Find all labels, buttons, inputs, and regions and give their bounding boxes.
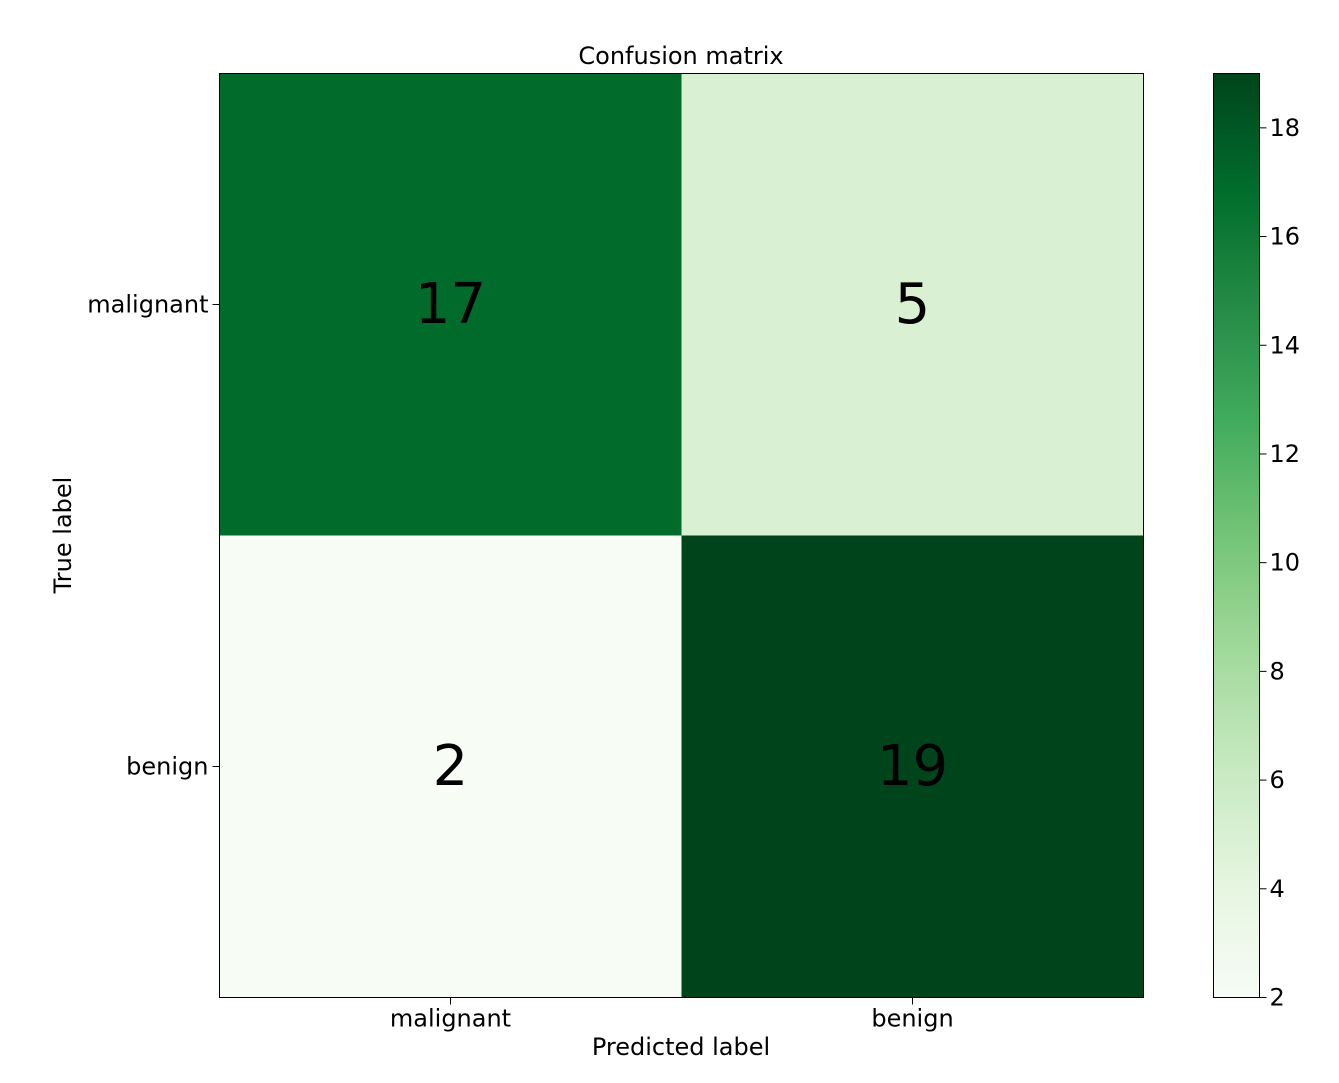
heatmap-cell <box>219 535 682 998</box>
cell-value-label: 5 <box>895 272 931 337</box>
y-axis-ticks: malignant benign <box>87 291 220 781</box>
heatmap-cell <box>219 73 682 536</box>
colorbar-tick-label: 6 <box>1270 766 1285 794</box>
colorbar-tick-label: 8 <box>1270 657 1285 685</box>
colorbar-tick-label: 16 <box>1270 223 1301 251</box>
colorbar-tick-label: 2 <box>1270 984 1285 1012</box>
y-tick-label: malignant <box>87 291 208 319</box>
colorbar <box>1213 73 1260 998</box>
chart-title: Confusion matrix <box>578 42 783 70</box>
colorbar-tick-label: 12 <box>1270 440 1301 468</box>
plot-frame <box>219 73 1144 998</box>
x-axis-ticks: malignant benign <box>390 997 954 1033</box>
colorbar-tick-label: 14 <box>1270 331 1301 359</box>
y-axis-label: True label <box>49 477 77 595</box>
colorbar-tick-label: 10 <box>1270 549 1301 577</box>
cell-value-label: 17 <box>415 272 486 337</box>
x-tick-label: benign <box>871 1005 953 1033</box>
heatmap-cells <box>219 73 1144 998</box>
colorbar-tick-label: 18 <box>1270 114 1301 142</box>
colorbar-ticks: 2 4 6 8 10 12 14 16 18 <box>1259 114 1301 1012</box>
x-axis-label: Predicted label <box>592 1033 770 1061</box>
cell-value-label: 19 <box>877 734 948 799</box>
heatmap-cell <box>681 535 1144 998</box>
cell-value-labels: 17 5 2 19 <box>415 272 948 799</box>
heatmap-cell <box>681 73 1144 536</box>
cell-value-label: 2 <box>433 734 469 799</box>
x-tick-label: malignant <box>390 1005 511 1033</box>
y-tick-label: benign <box>126 753 208 781</box>
colorbar-tick-label: 4 <box>1270 875 1285 903</box>
